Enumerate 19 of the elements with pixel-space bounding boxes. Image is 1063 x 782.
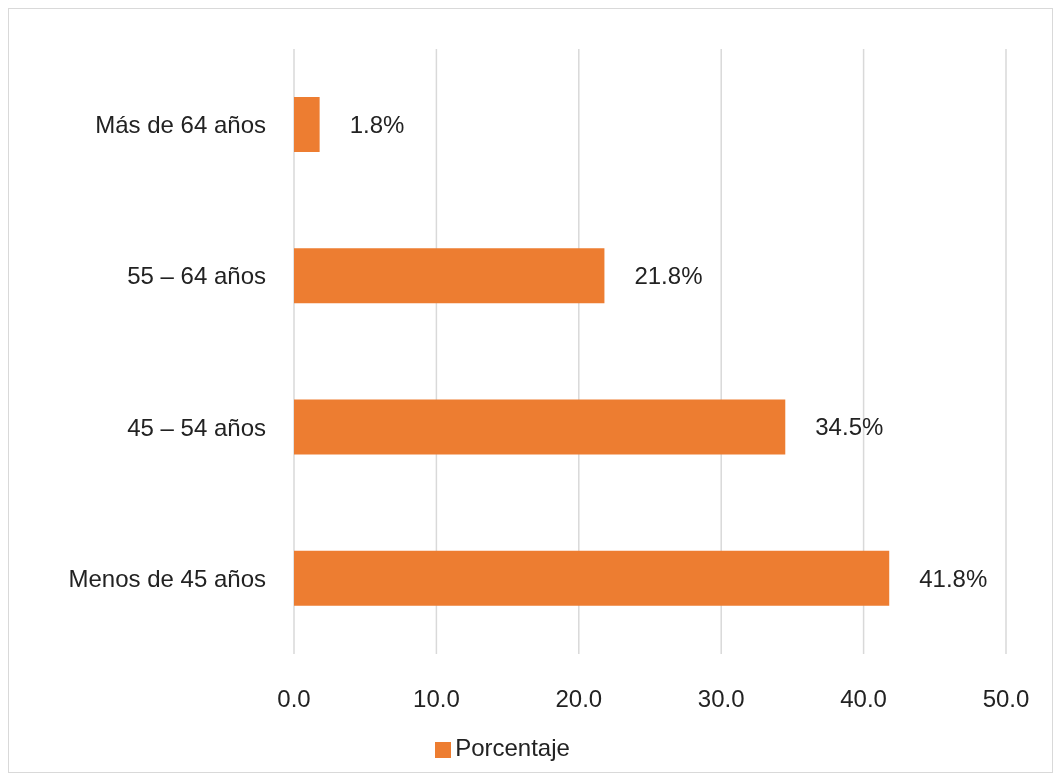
x-tick-label: 30.0 (697, 685, 745, 713)
data-label: 34.5% (815, 413, 884, 441)
y-tick-label: Menos de 45 años (68, 564, 266, 592)
bar (294, 248, 605, 304)
y-tick-label: Más de 64 años (95, 111, 266, 139)
x-tick-label: 10.0 (413, 685, 460, 713)
y-tick-label: 45 – 54 años (127, 413, 266, 441)
bar (294, 97, 320, 152)
x-tick-label: 0.0 (277, 685, 311, 713)
x-tick-label: 40.0 (840, 685, 887, 713)
legend-label: Porcentaje (455, 734, 570, 761)
y-tick-label: 55 – 64 años (127, 262, 266, 290)
data-label: 41.8% (919, 564, 988, 592)
bar (294, 550, 890, 606)
x-tick-label: 50.0 (982, 685, 1030, 713)
data-label: 1.8% (349, 110, 405, 138)
x-tick-label: 20.0 (555, 685, 603, 713)
data-label: 21.8% (634, 262, 703, 290)
bar (294, 399, 786, 455)
